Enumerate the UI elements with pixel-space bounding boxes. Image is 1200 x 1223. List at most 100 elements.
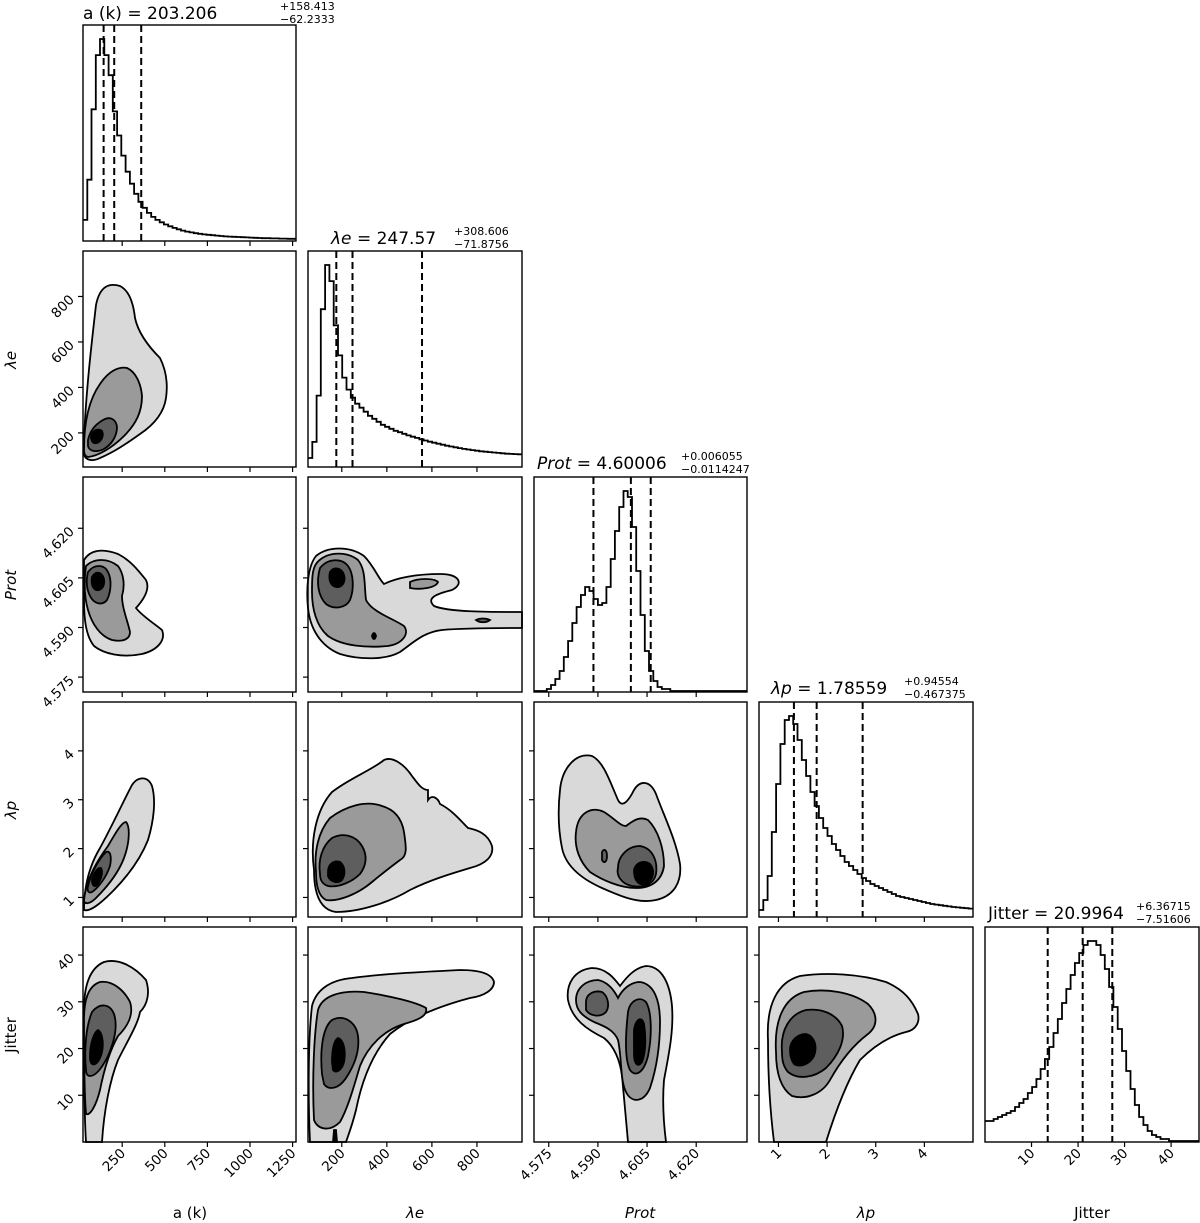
y-tick-label: 4: [60, 746, 77, 763]
y-tick-label: 4.590: [39, 623, 78, 662]
title-lambda-e-plus: +308.606: [454, 225, 509, 238]
title-jitter-plus: +6.36715: [1136, 900, 1191, 913]
title-lambda-e-median: 247.57: [377, 229, 436, 249]
title-a-name: a (k): [83, 4, 122, 24]
panel-frame: [307, 476, 523, 693]
contour-island: [601, 849, 608, 863]
histogram-a: [83, 38, 296, 240]
y-tick-label: 2: [60, 844, 77, 861]
title-p-rot-equals: =: [577, 454, 597, 474]
panel-p-rot-vs-jitter: [533, 926, 748, 1143]
title-a-minus: −62.2333: [280, 13, 335, 26]
title-lambda-p-name: λp: [770, 679, 792, 699]
x-tick-label: 4.605: [615, 1146, 654, 1185]
contour-core: [90, 428, 104, 445]
x-axis-label-lambda-e: λe: [405, 1204, 424, 1222]
contour-core: [327, 860, 346, 883]
y-tick-label: 30: [54, 997, 77, 1020]
x-tick-label: 30: [1108, 1146, 1131, 1169]
contour-core: [633, 1018, 647, 1066]
x-tick-label: 4.575: [517, 1146, 556, 1185]
x-tick-label: 10: [1015, 1146, 1038, 1169]
x-tick-label: 500: [142, 1146, 172, 1176]
contour-core: [89, 1028, 104, 1066]
x-axis-label-jitter: Jitter: [1073, 1204, 1111, 1222]
y-tick-label: 3: [60, 795, 77, 812]
y-tick-label: 10: [54, 1091, 77, 1114]
y-axis-label-jitter: Jitter: [2, 1016, 20, 1054]
panel-frame: [984, 926, 1200, 1143]
y-tick-label: 4.575: [39, 673, 78, 712]
title-lambda-p: λp = 1.78559: [770, 679, 887, 699]
panel-frame: [533, 476, 748, 693]
panel-frame: [307, 926, 523, 1143]
quantile-lines-jitter: [1046, 927, 1114, 1142]
contour-core: [633, 861, 654, 886]
panel-frame: [82, 250, 297, 468]
x-tick-label: 3: [865, 1146, 882, 1163]
panel-frame: [533, 926, 748, 1143]
title-a: a (k) = 203.206: [83, 4, 217, 24]
title-p-rot-median: 4.60006: [596, 454, 666, 474]
contour-island: [474, 617, 492, 624]
x-tick-label: 4: [914, 1146, 931, 1163]
x-tick-label: 1250: [264, 1146, 300, 1182]
y-axis-label-p-rot: Prot: [2, 569, 20, 600]
panel-frame: [533, 701, 748, 918]
panel-frame: [758, 926, 974, 1143]
contour-core: [90, 571, 106, 592]
title-a-plus: +158.413: [280, 0, 335, 13]
x-tick-label: 4.620: [664, 1146, 703, 1185]
y-tick-label: 4.620: [39, 524, 78, 563]
x-tick-label: 20: [1061, 1146, 1084, 1169]
panel-frame: [307, 701, 523, 918]
panel-a-vs-lambda-p: [82, 701, 297, 918]
title-lambda-e: λe = 247.57: [330, 229, 436, 249]
panel-lambda-e-vs-lambda-p: [307, 701, 523, 918]
x-tick-label: 1: [768, 1146, 785, 1163]
x-axis-label-a: a (k): [173, 1204, 207, 1222]
title-p-rot-plus: +0.006055: [681, 450, 743, 463]
x-tick-label: 750: [185, 1146, 215, 1176]
y-tick-label: 40: [54, 951, 77, 974]
panel-lambda-e-vs-jitter: [307, 926, 523, 1143]
title-jitter-minus: −7.51606: [1136, 913, 1191, 926]
panel-frame: [758, 701, 974, 918]
y-tick-label: 400: [48, 383, 78, 413]
quantile-lines-lambda-p: [792, 702, 864, 917]
quantile-lines-p-rot: [592, 477, 652, 692]
y-tick-label: 600: [48, 337, 78, 367]
title-lambda-p-median: 1.78559: [817, 679, 887, 699]
title-a-equals: =: [127, 4, 147, 24]
histogram-lambda-p: [759, 715, 973, 911]
y-tick-label: 200: [48, 428, 78, 458]
panel-a-vs-p-rot: [82, 476, 297, 693]
contour-core: [789, 1033, 817, 1067]
title-a-median: 203.206: [147, 4, 217, 24]
title-lambda-e-equals: =: [357, 229, 377, 249]
contour-core: [91, 867, 103, 887]
x-tick-label: 4.590: [566, 1146, 605, 1185]
contour-island: [371, 632, 377, 640]
histogram-p-rot: [534, 490, 747, 692]
panel-a-vs-lambda-e: [82, 250, 297, 468]
title-p-rot: Prot = 4.60006: [537, 454, 667, 474]
title-jitter-name: Jitter: [987, 904, 1029, 924]
panel-lambda-p-vs-jitter: [758, 926, 974, 1143]
contour-island: [409, 578, 440, 590]
histogram-lambda-e: [308, 264, 522, 459]
panel-jitter-histogram: [984, 926, 1200, 1143]
title-jitter-median: 20.9964: [1054, 904, 1124, 924]
panel-lambda-e-vs-p-rot: [306, 476, 523, 693]
title-p-rot-name: Prot: [537, 454, 573, 474]
panel-frame: [82, 24, 297, 242]
title-jitter-equals: =: [1034, 904, 1054, 924]
panel-p-rot-vs-lambda-p: [533, 701, 748, 918]
panel-frame: [82, 476, 297, 693]
x-tick-label: 200: [319, 1146, 349, 1176]
quantile-lines-a: [102, 25, 143, 241]
y-tick-label: 20: [54, 1044, 77, 1067]
x-tick-label: 1000: [221, 1146, 257, 1182]
contour-tail: [332, 1129, 338, 1143]
